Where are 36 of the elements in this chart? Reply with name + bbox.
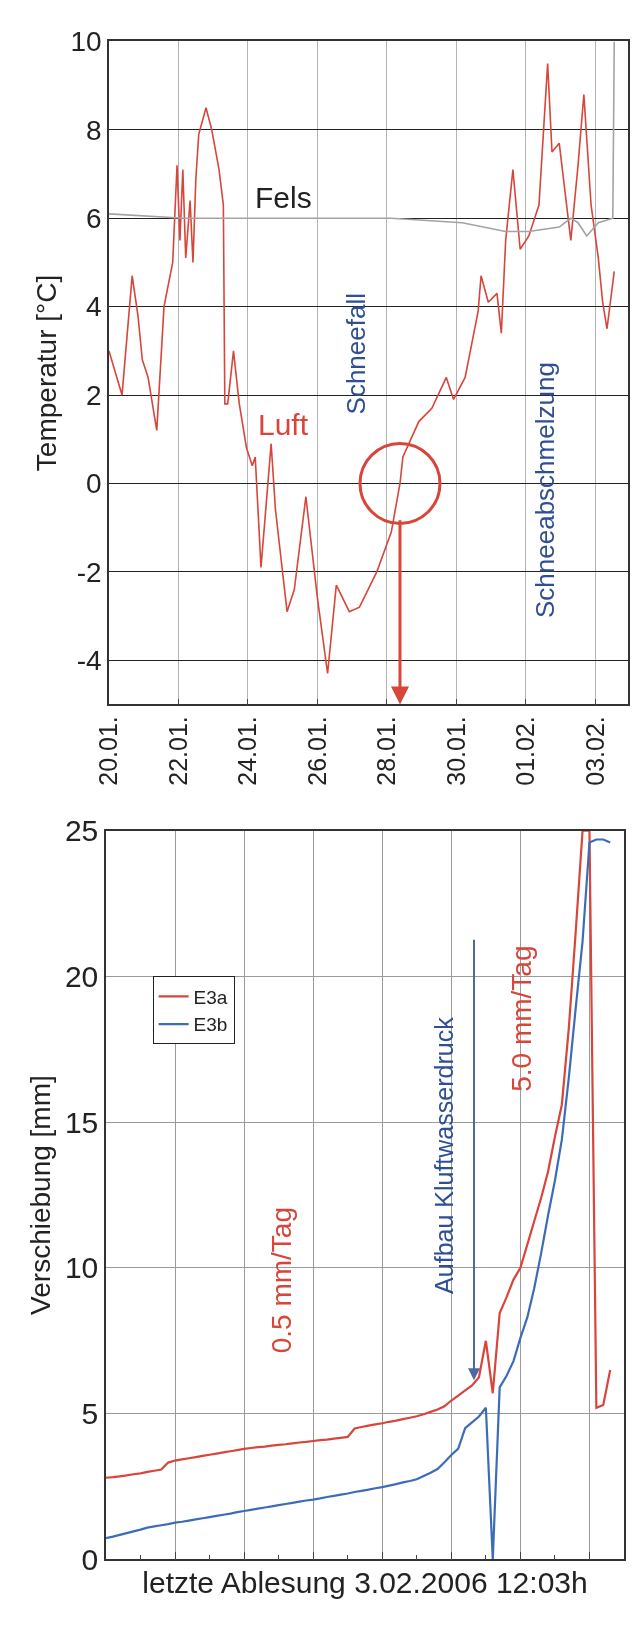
y-tick-label: 6	[86, 203, 102, 235]
series-label: Fels	[255, 181, 312, 214]
y-tick-label: 5	[81, 1397, 99, 1431]
x-tick-label: 20.01.	[94, 716, 123, 786]
legend-label: E3a	[193, 986, 228, 1008]
y-tick-label: 2	[86, 379, 102, 411]
annotation: Aufbau Kluftwasserdruck	[430, 1016, 459, 1294]
x-tick-label: 24.01.	[233, 716, 262, 786]
x-tick-label: 26.01.	[302, 716, 331, 786]
legend-label: E3b	[193, 1014, 228, 1036]
annotation: 0.5 mm/Tag	[265, 1206, 297, 1354]
y-tick-label: 8	[86, 114, 102, 146]
y-tick-label: 0	[81, 1542, 99, 1576]
line-series	[109, 62, 616, 675]
line-series	[109, 41, 616, 237]
x-tick-label: 28.01.	[372, 716, 401, 786]
y-tick-label: -2	[76, 556, 102, 588]
y-tick-label: 20	[64, 959, 99, 993]
x-tick-label: 30.01.	[441, 716, 470, 786]
y-tick-label: 0	[86, 468, 102, 500]
y-tick-label: -4	[76, 645, 102, 677]
y-tick-label: 4	[86, 291, 102, 323]
y-tick-label: 15	[64, 1105, 99, 1139]
y-axis-title: Temperatur [°C]	[30, 274, 62, 472]
annotation: Schneefall	[340, 293, 371, 415]
y-tick-label: 25	[64, 814, 99, 848]
series-label: Luft	[258, 408, 309, 441]
y-tick-label: 10	[64, 1251, 99, 1285]
y-axis-title: Verschiebung [mm]	[25, 1075, 57, 1315]
x-axis-title: letzte Ablesung 3.02.2006 12:03h	[142, 1566, 588, 1600]
x-tick-label: 01.02.	[511, 716, 540, 786]
annotation: Schneeabschmelzung	[530, 362, 561, 618]
x-tick-label: 03.02.	[580, 716, 609, 786]
y-tick-label: 10	[70, 26, 102, 58]
x-tick-label: 22.01.	[163, 716, 192, 786]
annotation: 5.0 mm/Tag	[506, 945, 538, 1092]
